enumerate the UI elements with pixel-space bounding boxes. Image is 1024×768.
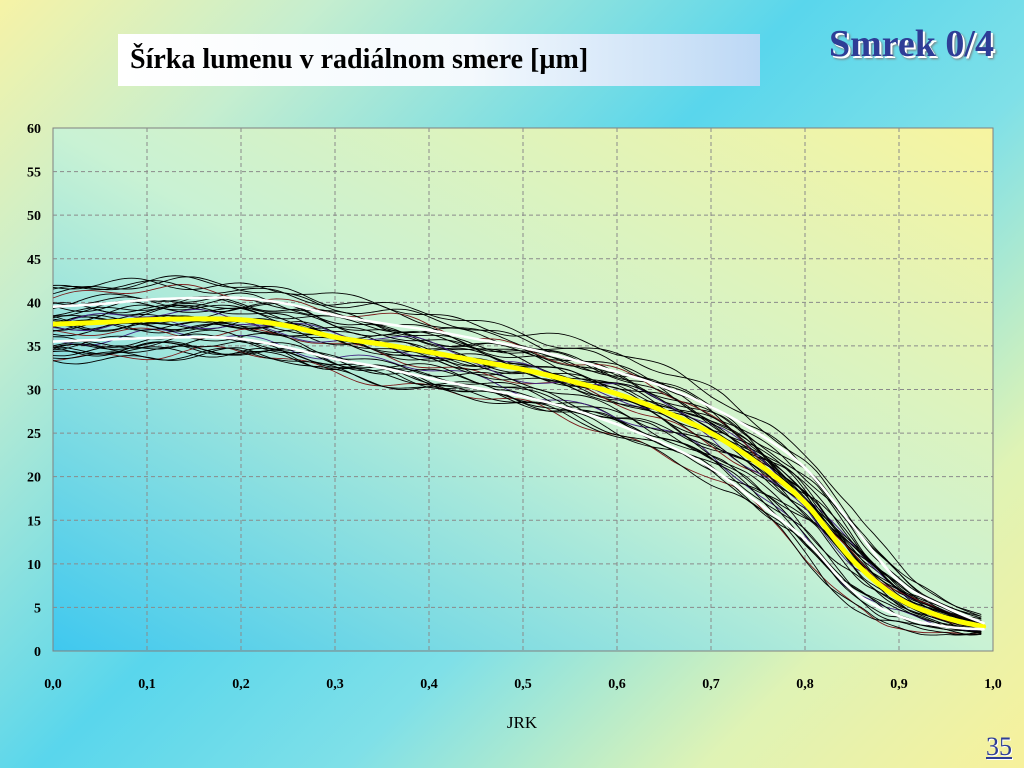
mean-and-bands <box>53 296 987 631</box>
x-tick-label: 0,1 <box>138 677 156 692</box>
slide-title-text: Šírka lumenu v radiálnom smere [µm] <box>130 44 589 75</box>
sample-curve <box>53 346 982 632</box>
x-tick-label: 0,6 <box>608 677 626 692</box>
x-tick-label: 0,9 <box>890 677 908 692</box>
y-tick-label: 25 <box>27 427 41 442</box>
sample-curve <box>53 316 982 628</box>
upper-band-line <box>53 296 985 625</box>
y-tick-label: 60 <box>27 122 41 137</box>
y-tick-label: 35 <box>27 340 41 355</box>
x-tick-label: 0,7 <box>702 677 720 692</box>
y-tick-label: 30 <box>27 384 41 399</box>
y-tick-label: 10 <box>27 558 41 573</box>
y-axis-ticks: 0 5 10 15 20 25 30 35 40 45 50 55 60 <box>27 122 41 660</box>
sample-curve <box>53 322 982 629</box>
x-axis-title: JRK <box>507 713 538 732</box>
lower-band-line <box>53 335 985 631</box>
slide-corner-label: Smrek 0/4 <box>828 23 994 65</box>
sample-curve <box>53 343 982 632</box>
y-tick-label: 20 <box>27 471 41 486</box>
x-tick-label: 0,5 <box>514 677 532 692</box>
sample-curve <box>53 318 982 629</box>
x-tick-label: 0,3 <box>326 677 344 692</box>
sample-curve <box>53 333 982 633</box>
y-tick-label: 40 <box>27 296 41 311</box>
sample-curve <box>53 275 982 617</box>
slide-title: Šírka lumenu v radiálnom smere [µm] <box>118 34 760 86</box>
sample-curve <box>53 277 982 615</box>
y-tick-label: 15 <box>27 514 41 529</box>
y-tick-label: 50 <box>27 209 41 224</box>
x-tick-label: 0,0 <box>44 677 62 692</box>
x-tick-label: 1,0 <box>984 677 1002 692</box>
y-tick-label: 5 <box>34 601 41 616</box>
y-tick-label: 0 <box>34 645 41 660</box>
page-number[interactable]: 35 <box>986 732 1012 761</box>
x-axis-ticks: 0,0 0,1 0,2 0,3 0,4 0,5 0,6 0,7 0,8 0,9 1,0 <box>44 677 1002 692</box>
x-tick-label: 0,4 <box>420 677 438 692</box>
mean-line <box>53 316 987 630</box>
sample-curve <box>53 329 982 630</box>
sample-curve <box>53 347 982 633</box>
y-tick-label: 45 <box>27 253 41 268</box>
sample-curve <box>53 280 982 621</box>
sample-curve <box>53 292 982 617</box>
y-tick-label: 55 <box>27 166 41 181</box>
x-tick-label: 0,2 <box>232 677 250 692</box>
x-tick-label: 0,8 <box>796 677 814 692</box>
sample-curve <box>53 296 982 623</box>
